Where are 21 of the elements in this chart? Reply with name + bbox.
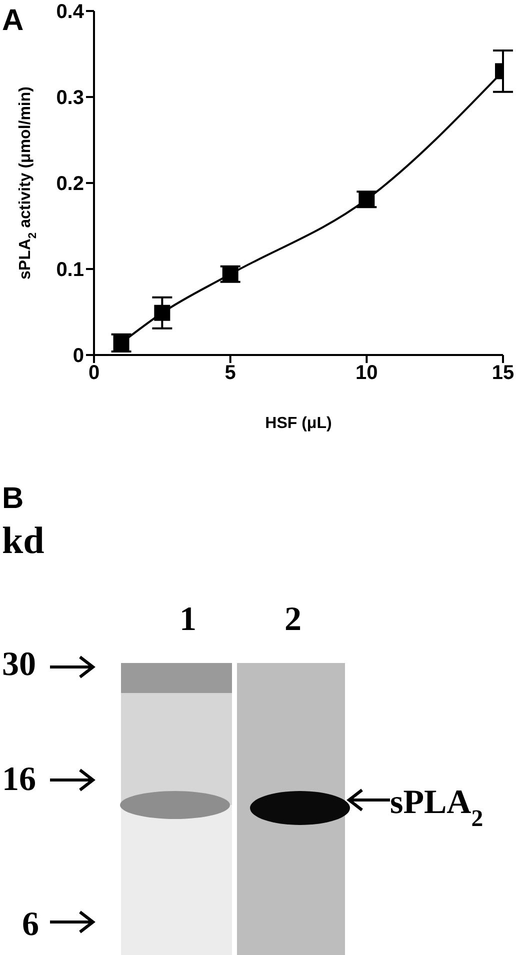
point [222, 266, 238, 282]
y-tick-label: 0.3 [56, 87, 84, 110]
text: 6 [22, 906, 39, 943]
y-tick-label: 0.4 [56, 1, 85, 24]
x-tick-label: 15 [492, 362, 514, 384]
x-axis-title: HSF (μL) [265, 415, 332, 432]
text: 2 [284, 601, 302, 638]
text: sPLA$_{2}$ [390, 784, 484, 832]
y-tick-label: 0.1 [56, 259, 84, 282]
text: 16 [2, 761, 36, 798]
text: 1 [180, 601, 196, 638]
x-tick-label: 0 [88, 362, 100, 384]
text: 30 [2, 646, 36, 683]
x-tick-label: 10 [356, 362, 378, 384]
text: B [2, 482, 24, 515]
x-tick-label: 5 [224, 362, 236, 384]
chart-title: A [2, 4, 24, 37]
y-tick-label: 0 [72, 345, 84, 368]
point [154, 304, 170, 321]
y-tick-label: 0.2 [56, 173, 84, 196]
text: kd [2, 520, 44, 562]
